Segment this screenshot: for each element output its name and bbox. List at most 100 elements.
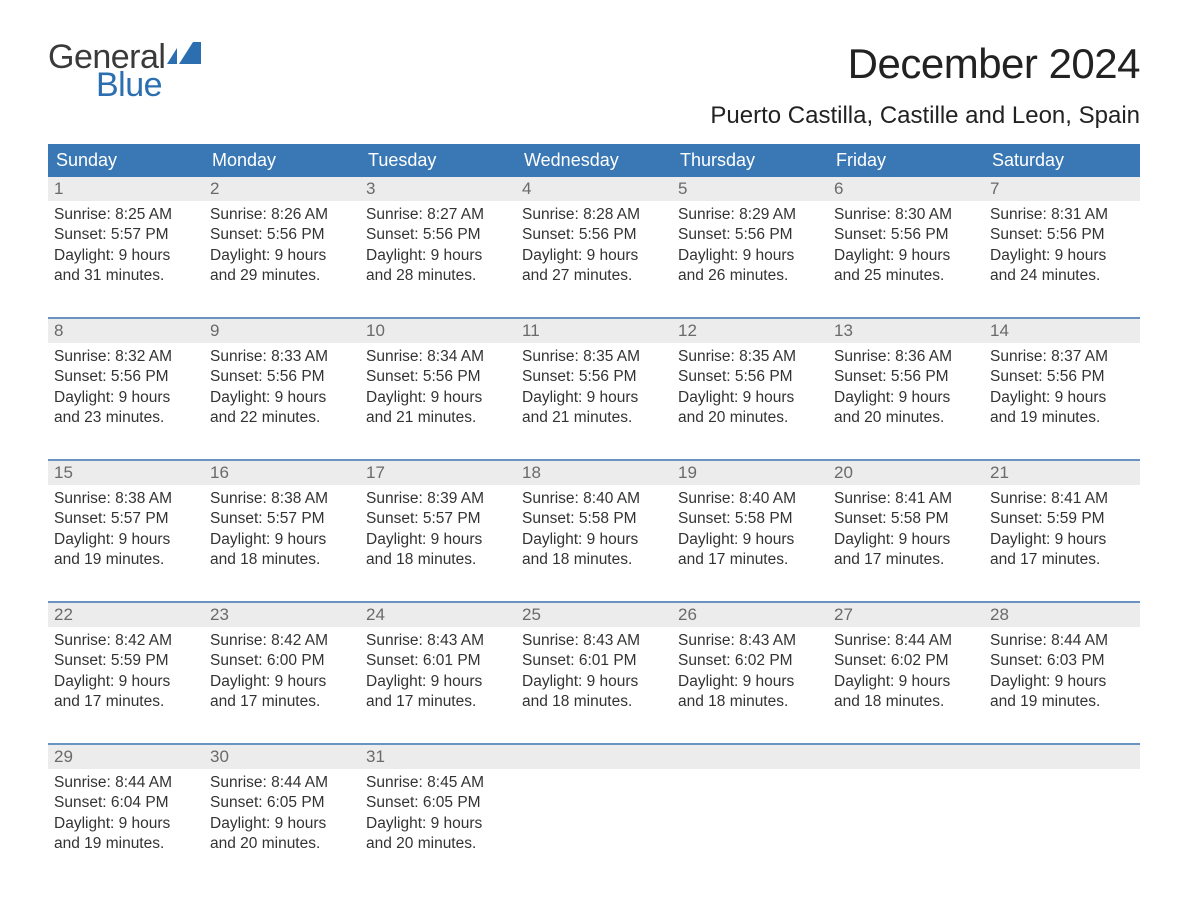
day-line-d2: and 24 minutes. [990, 266, 1134, 286]
weekday-mon: Monday [204, 144, 360, 177]
day-number: 30 [204, 745, 360, 769]
day-line-ss: Sunset: 6:02 PM [834, 651, 978, 671]
day-line-sr: Sunrise: 8:25 AM [54, 205, 198, 225]
day-number: 1 [48, 177, 204, 201]
day-line-d1: Daylight: 9 hours [366, 388, 510, 408]
day-line-d1: Daylight: 9 hours [54, 388, 198, 408]
day-cell: 12Sunrise: 8:35 AMSunset: 5:56 PMDayligh… [672, 319, 828, 445]
day-info: Sunrise: 8:34 AMSunset: 5:56 PMDaylight:… [360, 343, 516, 439]
weekday-sat: Saturday [984, 144, 1140, 177]
weekday-sun: Sunday [48, 144, 204, 177]
day-line-d2: and 18 minutes. [522, 692, 666, 712]
day-line-ss: Sunset: 5:56 PM [834, 225, 978, 245]
day-info: Sunrise: 8:43 AMSunset: 6:02 PMDaylight:… [672, 627, 828, 723]
day-cell: 10Sunrise: 8:34 AMSunset: 5:56 PMDayligh… [360, 319, 516, 445]
day-line-sr: Sunrise: 8:44 AM [54, 773, 198, 793]
day-cell: 11Sunrise: 8:35 AMSunset: 5:56 PMDayligh… [516, 319, 672, 445]
day-info: Sunrise: 8:25 AMSunset: 5:57 PMDaylight:… [48, 201, 204, 297]
day-number: 20 [828, 461, 984, 485]
day-number: 11 [516, 319, 672, 343]
logo: General Blue [48, 40, 201, 102]
day-line-sr: Sunrise: 8:35 AM [678, 347, 822, 367]
day-line-d1: Daylight: 9 hours [678, 672, 822, 692]
week-row: 22Sunrise: 8:42 AMSunset: 5:59 PMDayligh… [48, 601, 1140, 729]
day-line-d1: Daylight: 9 hours [522, 388, 666, 408]
day-cell [672, 745, 828, 871]
day-number: 27 [828, 603, 984, 627]
day-info: Sunrise: 8:26 AMSunset: 5:56 PMDaylight:… [204, 201, 360, 297]
day-cell: 19Sunrise: 8:40 AMSunset: 5:58 PMDayligh… [672, 461, 828, 587]
day-cell: 20Sunrise: 8:41 AMSunset: 5:58 PMDayligh… [828, 461, 984, 587]
weekday-thu: Thursday [672, 144, 828, 177]
day-number: 13 [828, 319, 984, 343]
day-info: Sunrise: 8:27 AMSunset: 5:56 PMDaylight:… [360, 201, 516, 297]
day-cell: 6Sunrise: 8:30 AMSunset: 5:56 PMDaylight… [828, 177, 984, 303]
day-line-d1: Daylight: 9 hours [522, 672, 666, 692]
day-line-d2: and 26 minutes. [678, 266, 822, 286]
day-line-ss: Sunset: 5:57 PM [54, 509, 198, 529]
day-line-ss: Sunset: 5:56 PM [990, 367, 1134, 387]
empty-day-number [984, 745, 1140, 769]
day-number: 19 [672, 461, 828, 485]
day-info: Sunrise: 8:40 AMSunset: 5:58 PMDaylight:… [672, 485, 828, 581]
day-line-ss: Sunset: 6:05 PM [366, 793, 510, 813]
day-cell: 29Sunrise: 8:44 AMSunset: 6:04 PMDayligh… [48, 745, 204, 871]
day-cell: 26Sunrise: 8:43 AMSunset: 6:02 PMDayligh… [672, 603, 828, 729]
day-line-d2: and 19 minutes. [990, 692, 1134, 712]
day-line-sr: Sunrise: 8:33 AM [210, 347, 354, 367]
day-number: 3 [360, 177, 516, 201]
day-cell: 24Sunrise: 8:43 AMSunset: 6:01 PMDayligh… [360, 603, 516, 729]
day-cell: 13Sunrise: 8:36 AMSunset: 5:56 PMDayligh… [828, 319, 984, 445]
day-line-d1: Daylight: 9 hours [54, 814, 198, 834]
day-line-d2: and 25 minutes. [834, 266, 978, 286]
day-number: 18 [516, 461, 672, 485]
day-line-d2: and 17 minutes. [54, 692, 198, 712]
day-line-d2: and 27 minutes. [522, 266, 666, 286]
day-info: Sunrise: 8:31 AMSunset: 5:56 PMDaylight:… [984, 201, 1140, 297]
week-row: 29Sunrise: 8:44 AMSunset: 6:04 PMDayligh… [48, 743, 1140, 871]
day-info: Sunrise: 8:41 AMSunset: 5:58 PMDaylight:… [828, 485, 984, 581]
day-number: 23 [204, 603, 360, 627]
logo-flag-icon [167, 42, 201, 68]
day-line-sr: Sunrise: 8:26 AM [210, 205, 354, 225]
day-number: 22 [48, 603, 204, 627]
day-info: Sunrise: 8:35 AMSunset: 5:56 PMDaylight:… [672, 343, 828, 439]
day-line-ss: Sunset: 5:58 PM [834, 509, 978, 529]
day-line-d1: Daylight: 9 hours [990, 246, 1134, 266]
day-cell: 7Sunrise: 8:31 AMSunset: 5:56 PMDaylight… [984, 177, 1140, 303]
day-line-ss: Sunset: 5:56 PM [210, 367, 354, 387]
day-number: 28 [984, 603, 1140, 627]
weekday-header: Sunday Monday Tuesday Wednesday Thursday… [48, 144, 1140, 177]
day-line-d1: Daylight: 9 hours [366, 246, 510, 266]
day-info: Sunrise: 8:30 AMSunset: 5:56 PMDaylight:… [828, 201, 984, 297]
day-line-d1: Daylight: 9 hours [366, 530, 510, 550]
day-number: 24 [360, 603, 516, 627]
day-line-d2: and 17 minutes. [990, 550, 1134, 570]
day-number: 14 [984, 319, 1140, 343]
day-line-sr: Sunrise: 8:32 AM [54, 347, 198, 367]
day-line-ss: Sunset: 5:56 PM [522, 367, 666, 387]
day-info: Sunrise: 8:28 AMSunset: 5:56 PMDaylight:… [516, 201, 672, 297]
day-line-d1: Daylight: 9 hours [366, 672, 510, 692]
day-line-sr: Sunrise: 8:31 AM [990, 205, 1134, 225]
day-info: Sunrise: 8:36 AMSunset: 5:56 PMDaylight:… [828, 343, 984, 439]
day-cell: 3Sunrise: 8:27 AMSunset: 5:56 PMDaylight… [360, 177, 516, 303]
day-number: 15 [48, 461, 204, 485]
day-cell: 14Sunrise: 8:37 AMSunset: 5:56 PMDayligh… [984, 319, 1140, 445]
day-line-d2: and 19 minutes. [990, 408, 1134, 428]
day-line-d1: Daylight: 9 hours [210, 246, 354, 266]
day-info: Sunrise: 8:42 AMSunset: 5:59 PMDaylight:… [48, 627, 204, 723]
day-cell: 8Sunrise: 8:32 AMSunset: 5:56 PMDaylight… [48, 319, 204, 445]
location: Puerto Castilla, Castille and Leon, Spai… [710, 102, 1140, 130]
day-line-d2: and 19 minutes. [54, 550, 198, 570]
day-line-sr: Sunrise: 8:28 AM [522, 205, 666, 225]
day-number: 21 [984, 461, 1140, 485]
day-line-d1: Daylight: 9 hours [366, 814, 510, 834]
day-line-sr: Sunrise: 8:30 AM [834, 205, 978, 225]
day-line-d2: and 17 minutes. [834, 550, 978, 570]
day-line-ss: Sunset: 5:57 PM [54, 225, 198, 245]
day-number: 10 [360, 319, 516, 343]
day-line-ss: Sunset: 5:56 PM [210, 225, 354, 245]
day-cell [828, 745, 984, 871]
day-line-sr: Sunrise: 8:38 AM [54, 489, 198, 509]
